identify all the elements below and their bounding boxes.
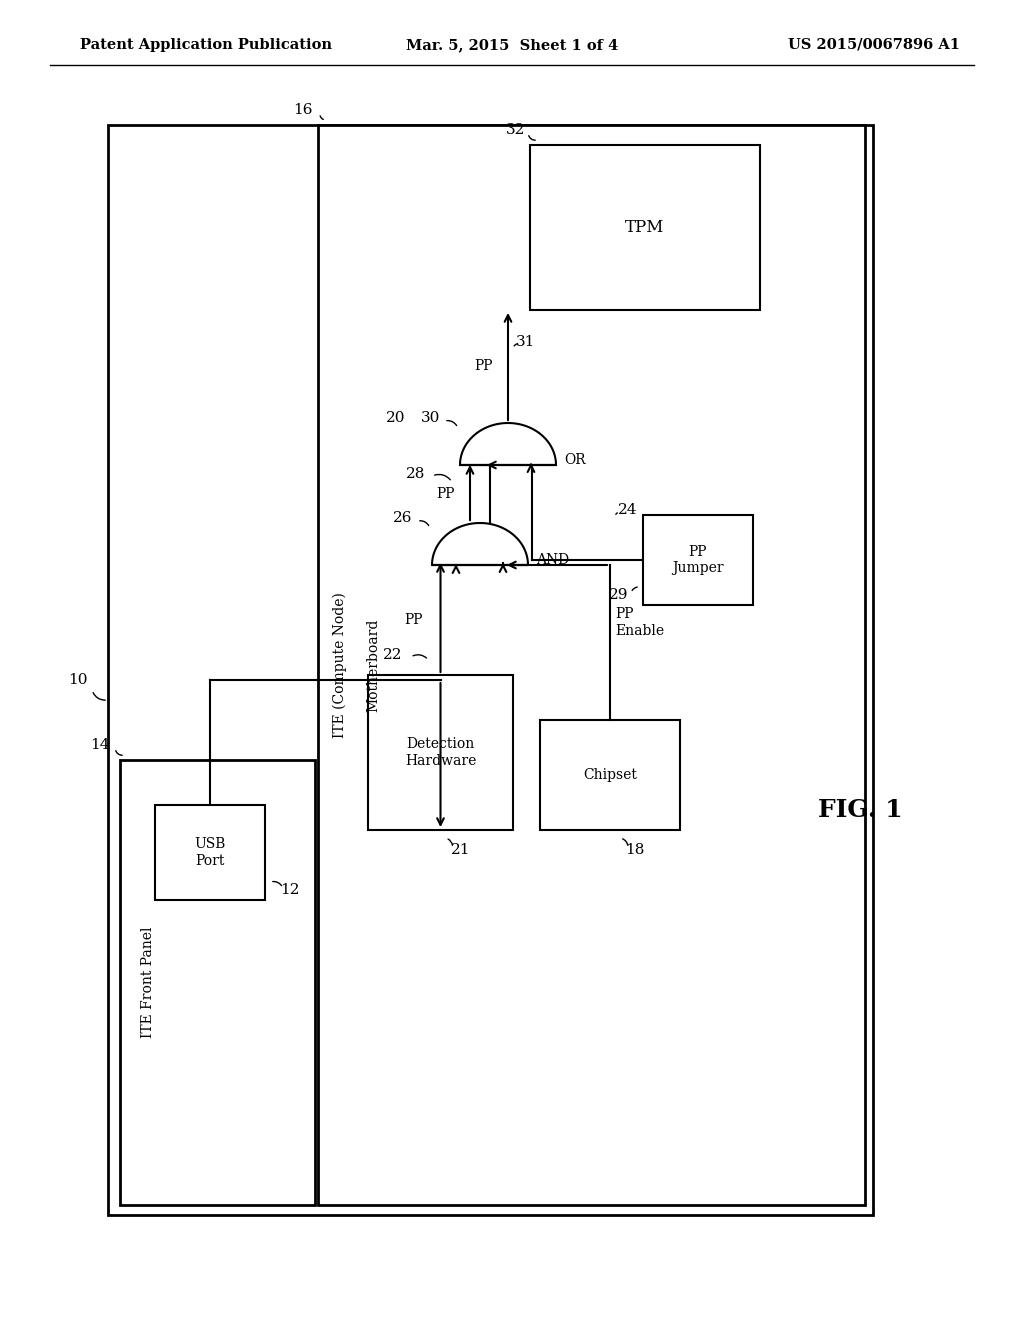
Text: 12: 12 <box>280 883 299 898</box>
Bar <box>120 760 315 1205</box>
Text: PP
Enable: PP Enable <box>615 607 665 638</box>
Bar <box>108 125 873 1214</box>
Text: 32: 32 <box>506 123 525 137</box>
Bar <box>155 805 265 900</box>
Text: FIG. 1: FIG. 1 <box>818 799 902 822</box>
Text: PP
Jumper: PP Jumper <box>672 545 724 576</box>
Bar <box>318 125 865 1205</box>
Text: Chipset: Chipset <box>583 768 637 781</box>
Text: 22: 22 <box>383 648 402 663</box>
Text: 28: 28 <box>406 467 425 480</box>
Text: TPM: TPM <box>626 219 665 236</box>
Text: Detection
Hardware: Detection Hardware <box>404 738 476 768</box>
Text: 14: 14 <box>90 738 110 752</box>
Bar <box>368 675 513 830</box>
Text: 31: 31 <box>516 334 536 348</box>
Text: 16: 16 <box>294 103 313 117</box>
Text: 30: 30 <box>421 411 440 425</box>
Text: 20: 20 <box>385 411 406 425</box>
Text: Motherboard: Motherboard <box>366 618 380 711</box>
Bar <box>530 145 760 310</box>
Text: OR: OR <box>564 453 586 467</box>
Polygon shape <box>432 523 528 565</box>
Text: AND: AND <box>536 553 569 568</box>
Text: 10: 10 <box>69 673 88 686</box>
Polygon shape <box>460 422 556 465</box>
Text: US 2015/0067896 A1: US 2015/0067896 A1 <box>788 38 961 51</box>
Text: PP: PP <box>474 359 493 374</box>
Text: 18: 18 <box>625 843 644 857</box>
Bar <box>643 515 753 605</box>
Text: PP: PP <box>404 612 423 627</box>
Bar <box>540 719 680 830</box>
Text: PP: PP <box>436 487 455 502</box>
Text: Mar. 5, 2015  Sheet 1 of 4: Mar. 5, 2015 Sheet 1 of 4 <box>406 38 618 51</box>
Text: ITE Front Panel: ITE Front Panel <box>141 927 155 1039</box>
Text: Patent Application Publication: Patent Application Publication <box>80 38 332 51</box>
Text: 24: 24 <box>618 503 638 517</box>
Text: 21: 21 <box>451 843 470 857</box>
Text: ITE (Compute Node): ITE (Compute Node) <box>333 593 347 738</box>
Text: 26: 26 <box>392 511 412 525</box>
Text: 29: 29 <box>608 587 628 602</box>
Text: USB
Port: USB Port <box>195 837 225 867</box>
